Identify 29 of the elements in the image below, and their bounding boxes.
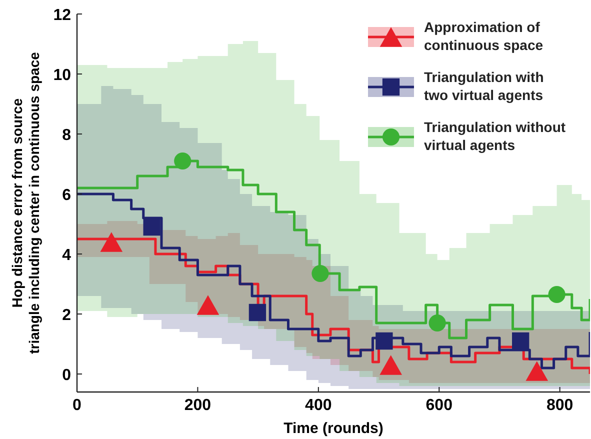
point [428, 314, 446, 332]
x-axis-title: Time (rounds) [284, 420, 384, 437]
y-tick-label: 2 [62, 307, 72, 324]
point [376, 332, 393, 350]
point [548, 286, 566, 304]
point [196, 295, 220, 315]
y-tick-label: 4 [62, 247, 72, 264]
point [526, 361, 548, 381]
y-tick-label: 6 [62, 187, 72, 204]
y-tick-label: 10 [53, 67, 72, 84]
point [248, 304, 266, 322]
y-tick-label: 0 [62, 367, 72, 384]
point [174, 152, 192, 170]
x-tick-label: 600 [426, 397, 453, 414]
point [380, 355, 402, 375]
point [512, 332, 530, 350]
point [143, 218, 160, 236]
x-tick-label: 0 [72, 397, 82, 414]
x-tick-label: 200 [184, 397, 212, 414]
y-axis-title: Hop distance error from source triangle including center in continuous space [9, 52, 42, 354]
x-tick-label: 400 [305, 397, 332, 414]
legend-label: Approximation of continuous space [424, 19, 544, 53]
x-tick-label: 800 [546, 397, 574, 414]
point [100, 232, 123, 252]
point [312, 264, 329, 282]
y-tick-label: 12 [53, 7, 72, 24]
legend-label: Triangulation without virtual agents [424, 119, 566, 153]
y-tick-label: 8 [62, 127, 72, 144]
legend-label: Triangulation with two virtual agents [424, 69, 544, 103]
